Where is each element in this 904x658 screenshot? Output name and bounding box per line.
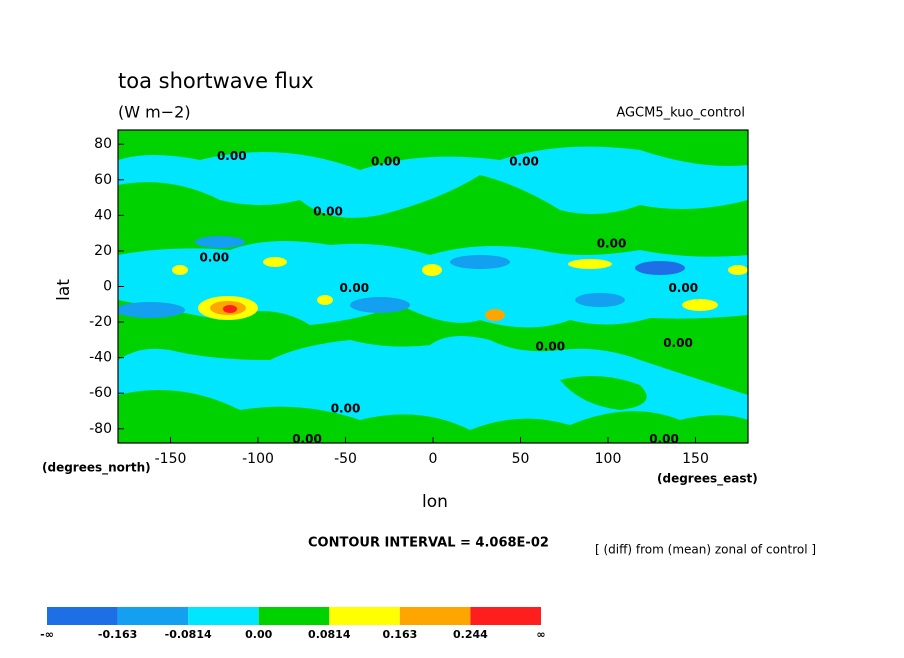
contour-label: 0.00 xyxy=(331,402,361,416)
colorbar-label: -0.163 xyxy=(98,628,137,641)
contour-label: 0.00 xyxy=(509,155,539,169)
colorbar-swatch xyxy=(470,607,541,625)
colorbar-label: 0.00 xyxy=(245,628,272,641)
chart-title: toa shortwave flux xyxy=(118,69,314,93)
chart-subtitle: (W m−2) xyxy=(118,103,191,122)
x-tick-label: 50 xyxy=(512,451,530,467)
contour-label: 0.00 xyxy=(649,432,679,446)
colorbar-label: ∞ xyxy=(536,628,545,641)
x-tick-label: 100 xyxy=(595,451,622,467)
colorbar-swatch xyxy=(188,607,259,625)
y-tick-label: -80 xyxy=(89,421,112,437)
x-axis-label: lon xyxy=(422,492,448,512)
source-label: AGCM5_kuo_control xyxy=(616,106,745,121)
y-tick-label: 20 xyxy=(94,243,112,259)
colorbar-swatch xyxy=(47,607,118,625)
contour-interval: CONTOUR INTERVAL = 4.068E-02 xyxy=(308,536,549,551)
colorbar-swatch xyxy=(258,607,330,625)
colorbar-swatch xyxy=(399,607,471,625)
contour-label: 0.00 xyxy=(199,251,229,265)
colorbar-swatch xyxy=(329,607,400,625)
contour-label: 0.00 xyxy=(663,336,693,350)
y-units: (degrees_north) xyxy=(42,461,151,476)
contour-field xyxy=(118,130,748,443)
colorbar-label: 0.0814 xyxy=(308,628,351,641)
contour-label: 0.00 xyxy=(217,149,247,163)
y-tick-label: -40 xyxy=(89,350,112,366)
y-tick-label: 40 xyxy=(94,207,112,223)
x-tick-label: -150 xyxy=(155,451,187,467)
y-tick-label: -60 xyxy=(89,385,112,401)
y-tick-label: 80 xyxy=(94,136,112,152)
x-tick-label: 150 xyxy=(682,451,709,467)
contour-label: 0.00 xyxy=(597,236,627,250)
x-tick-label: -100 xyxy=(242,451,274,467)
x-tick-label: 0 xyxy=(429,451,438,467)
colorbar-label: -0.0814 xyxy=(165,628,212,641)
contour-label: 0.00 xyxy=(292,432,322,446)
contour-label: 0.00 xyxy=(535,339,565,353)
x-tick-label: -50 xyxy=(334,451,357,467)
y-tick-label: 60 xyxy=(94,172,112,188)
y-axis-label: lat xyxy=(54,279,74,301)
contour-label: 0.00 xyxy=(371,155,401,169)
note: [ (diff) from (mean) zonal of control ] xyxy=(595,543,816,557)
y-tick-label: -20 xyxy=(89,314,112,330)
colorbar-label: 0.163 xyxy=(382,628,417,641)
colorbar-label: -∞ xyxy=(40,628,54,641)
colorbar-label: 0.244 xyxy=(453,628,488,641)
colorbar-swatch xyxy=(117,607,189,625)
contour-label: 0.00 xyxy=(668,281,698,295)
y-tick-label: 0 xyxy=(103,279,112,295)
contour-label: 0.00 xyxy=(313,204,343,218)
contour-label: 0.00 xyxy=(339,281,369,295)
x-units: (degrees_east) xyxy=(657,472,758,487)
